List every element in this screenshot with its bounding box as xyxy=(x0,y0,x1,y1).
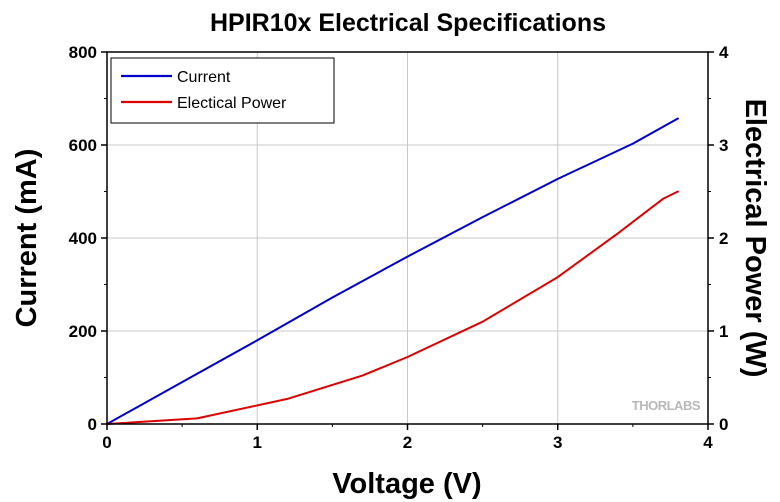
y2-tick-label: 2 xyxy=(719,229,728,248)
y-tick-label: 400 xyxy=(69,229,97,248)
grid xyxy=(107,52,708,424)
y2-tick-label: 4 xyxy=(719,43,729,62)
y2-tick-label: 1 xyxy=(719,322,728,341)
legend-label-power: Electical Power xyxy=(177,95,287,112)
series-line-current xyxy=(106,117,679,425)
legend-box xyxy=(110,57,335,124)
x-tick-label: 1 xyxy=(253,433,262,452)
x-axis-label: Voltage (V) xyxy=(332,468,481,500)
y-tick-label: 800 xyxy=(69,43,97,62)
series-line-power xyxy=(106,190,679,425)
y2-tick-label: 0 xyxy=(719,415,728,434)
x-tick-label: 0 xyxy=(102,433,111,452)
x-tick-label: 4 xyxy=(703,433,713,452)
y-tick-label: 600 xyxy=(69,136,97,155)
y2-axis-label: Electrical Power (W) xyxy=(739,99,771,378)
y-tick-label: 0 xyxy=(88,415,97,434)
x-tick-label: 3 xyxy=(553,433,562,452)
y-axis-label: Current (mA) xyxy=(11,149,43,328)
series-layer xyxy=(106,117,679,425)
legend-label-current: Current xyxy=(177,69,231,86)
legend: Current Electical Power xyxy=(110,57,335,124)
thorlabs-watermark: THORLABS xyxy=(632,398,701,413)
chart-title: HPIR10x Electrical Specifications xyxy=(210,9,606,37)
y2-tick-label: 3 xyxy=(719,136,728,155)
y-tick-label: 200 xyxy=(69,322,97,341)
x-tick-label: 2 xyxy=(403,433,412,452)
